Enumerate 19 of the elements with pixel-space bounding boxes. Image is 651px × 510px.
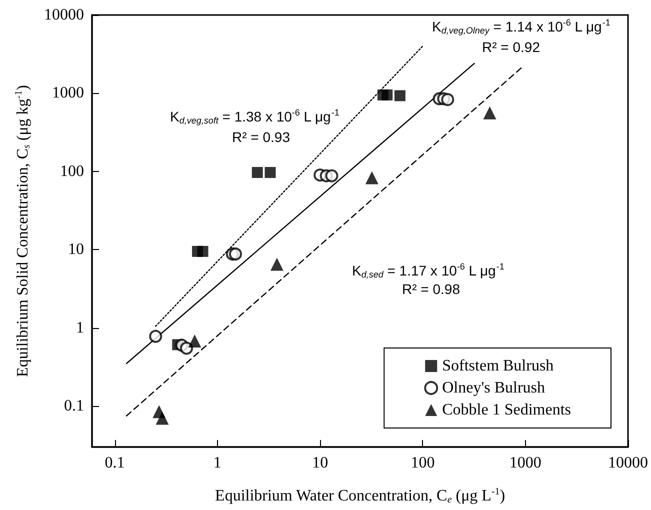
x-tick-label: 1000 [509, 454, 542, 472]
x-tick-label: 1 [213, 454, 222, 472]
y-tick-label: 10000 [44, 6, 84, 24]
x-tick-label: 10 [312, 454, 328, 472]
y-tick-label: 1000 [52, 84, 84, 102]
annotation: R² = 0.98 [402, 281, 460, 297]
legend-label: Olney's Bulrush [442, 380, 546, 396]
y-tick-label: 1 [76, 319, 84, 336]
annotation: R² = 0.93 [232, 129, 290, 145]
x-tick-label: 10000 [608, 454, 648, 472]
legend-label: Cobble 1 Sediments [442, 402, 572, 418]
x-tick-label: 0.1 [104, 454, 125, 472]
annotation: R² = 0.92 [482, 39, 540, 55]
y-tick-label: 100 [60, 162, 84, 180]
y-tick-label: 0.1 [64, 398, 84, 415]
y-axis-title: Equilibrium Solid Concentration, Cs (μg kg-1) [14, 85, 32, 377]
x-tick-label: 100 [410, 454, 435, 472]
y-tick-label: 10 [68, 241, 84, 258]
legend-label: Softstem Bulrush [442, 358, 554, 374]
